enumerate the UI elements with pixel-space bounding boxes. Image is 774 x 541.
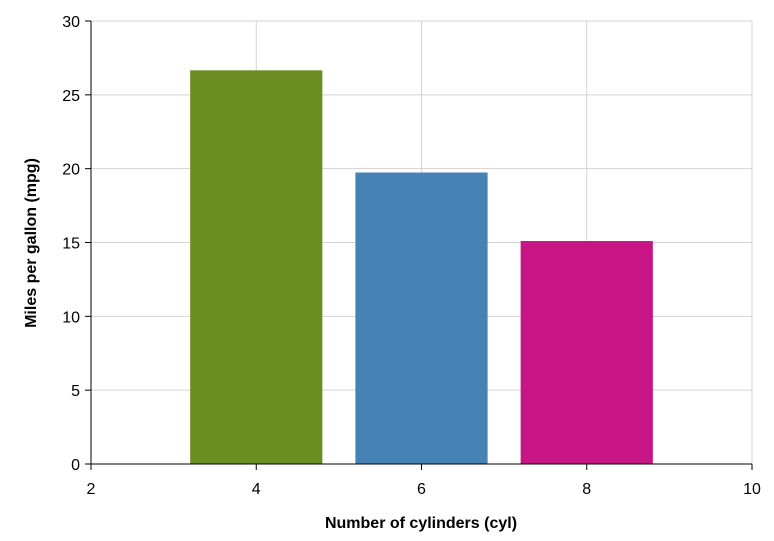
y-axis-title: Miles per gallon (mpg) xyxy=(23,158,40,328)
bar-cyl-4 xyxy=(190,70,323,464)
x-tick-label: 6 xyxy=(417,481,426,498)
axes xyxy=(85,20,753,470)
y-tick-label: 20 xyxy=(62,162,80,179)
y-tick-label: 0 xyxy=(71,457,80,474)
x-axis-title: Number of cylinders (cyl) xyxy=(325,515,517,532)
y-tick-label: 25 xyxy=(62,88,80,105)
y-tick-label: 30 xyxy=(62,14,80,31)
bar-cyl-8 xyxy=(520,241,653,464)
tick-labels: 0 5 10 15 20 25 30 2 4 6 8 10 xyxy=(62,14,761,498)
y-tick-label: 15 xyxy=(62,236,80,253)
y-tick-label: 5 xyxy=(71,383,80,400)
x-tick-label: 10 xyxy=(743,481,761,498)
x-tick-label: 2 xyxy=(87,481,96,498)
y-tick-label: 10 xyxy=(62,309,80,326)
x-tick-label: 8 xyxy=(582,481,591,498)
x-tick-label: 4 xyxy=(252,481,261,498)
bars xyxy=(190,70,653,465)
bar-cyl-6 xyxy=(355,172,488,465)
